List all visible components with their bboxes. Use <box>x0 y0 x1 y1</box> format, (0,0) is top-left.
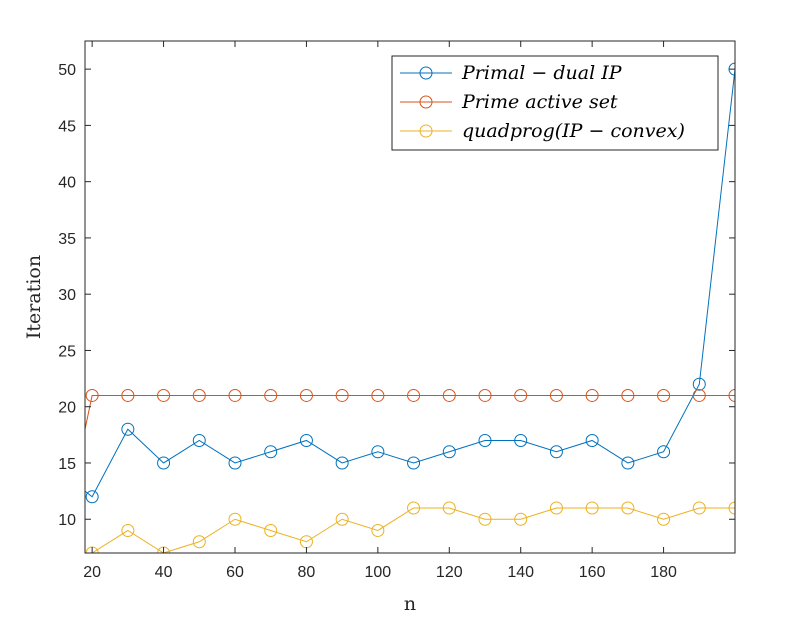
series-2 <box>85 501 735 553</box>
series-1-point <box>585 388 599 402</box>
x-axis-label: n <box>404 593 416 615</box>
y-tick-label: 10 <box>58 512 76 529</box>
series-2-point <box>407 501 421 515</box>
legend-item: Prime active set <box>400 91 618 113</box>
series-1-point <box>478 388 492 402</box>
series-1-point <box>549 388 563 402</box>
axes-box <box>84 40 736 554</box>
series-2-point <box>121 523 135 537</box>
series-0 <box>85 62 735 504</box>
x-tick-label: 120 <box>436 564 463 581</box>
y-tick-label: 35 <box>58 231 76 248</box>
legend: Primal − dual IP Prime active set quadprog… <box>391 55 719 151</box>
series-0-point <box>335 456 349 470</box>
series-0-point <box>192 433 206 447</box>
series-2-point <box>264 523 278 537</box>
legend-label: Prime active set <box>461 91 618 113</box>
series-layer <box>85 62 735 553</box>
series-1 <box>85 388 735 430</box>
series-2-point <box>371 523 385 537</box>
y-tick-label: 45 <box>58 118 76 135</box>
series-0-point <box>478 433 492 447</box>
series-1-point <box>335 388 349 402</box>
series-1-point <box>192 388 206 402</box>
x-tick-label: 160 <box>579 564 606 581</box>
series-0-point <box>228 456 242 470</box>
series-2-point <box>692 501 706 515</box>
y-tick-label: 50 <box>58 62 76 79</box>
series-0-point <box>549 445 563 459</box>
legend-label: quadprog(IP − convex) <box>462 120 685 142</box>
series-0-point <box>585 433 599 447</box>
series-0-point <box>514 433 528 447</box>
series-0-point <box>621 456 635 470</box>
series-0-point <box>692 377 706 391</box>
series-0-point <box>657 445 671 459</box>
series-1-point <box>692 388 706 402</box>
x-tick-label: 20 <box>83 564 101 581</box>
y-tick-label: 15 <box>58 456 76 473</box>
series-1-point <box>442 388 456 402</box>
series-1-point <box>157 388 171 402</box>
series-2-point <box>585 501 599 515</box>
series-2-point <box>335 512 349 526</box>
series-1-point <box>407 388 421 402</box>
legend-box <box>391 55 719 151</box>
series-2-point <box>228 512 242 526</box>
legend-swatch-marker <box>419 95 433 109</box>
series-1-point <box>299 388 313 402</box>
series-0-line <box>85 69 735 498</box>
series-0-point <box>157 456 171 470</box>
x-tick-label: 80 <box>298 564 316 581</box>
x-tick-label: 180 <box>650 564 677 581</box>
legend-swatch-marker <box>419 66 433 80</box>
series-2-point <box>478 512 492 526</box>
series-1-point <box>228 388 242 402</box>
series-0-point <box>407 456 421 470</box>
series-2-point <box>442 501 456 515</box>
x-tick-label: 40 <box>155 564 173 581</box>
y-tick-label: 40 <box>58 175 76 192</box>
y-axis-label: Iteration <box>23 255 45 339</box>
series-1-point <box>657 388 671 402</box>
series-1-point <box>371 388 385 402</box>
series-1-point <box>264 388 278 402</box>
series-2-point <box>657 512 671 526</box>
x-tick-label: 100 <box>365 564 392 581</box>
series-0-point <box>442 445 456 459</box>
axes-layer: 20 40 60 80 100 120 140 160 180 10 15 20 25 30 35 40 45 5… <box>58 40 736 581</box>
y-tick-label: 30 <box>58 287 76 304</box>
series-2-point <box>549 501 563 515</box>
series-0-point <box>371 445 385 459</box>
y-tick-label: 25 <box>58 343 76 360</box>
series-1-point <box>514 388 528 402</box>
series-1-point <box>621 388 635 402</box>
series-2-point <box>514 512 528 526</box>
series-2-point <box>192 535 206 549</box>
series-2-point <box>728 501 735 515</box>
series-1-point <box>85 388 99 402</box>
legend-label: Primal − dual IP <box>461 62 623 84</box>
series-0-point <box>85 490 99 504</box>
series-0-point <box>121 422 135 436</box>
x-tick-label: 140 <box>507 564 534 581</box>
series-2-point <box>621 501 635 515</box>
x-tick-label: 60 <box>226 564 244 581</box>
series-1-point <box>728 388 735 402</box>
legend-item: Primal − dual IP <box>400 62 623 84</box>
series-0-point <box>299 433 313 447</box>
y-tick-label: 20 <box>58 400 76 417</box>
series-0-point <box>264 445 278 459</box>
legend-item: quadprog(IP − convex) <box>400 120 685 142</box>
legend-swatch-marker <box>419 124 433 138</box>
series-1-point <box>121 388 135 402</box>
